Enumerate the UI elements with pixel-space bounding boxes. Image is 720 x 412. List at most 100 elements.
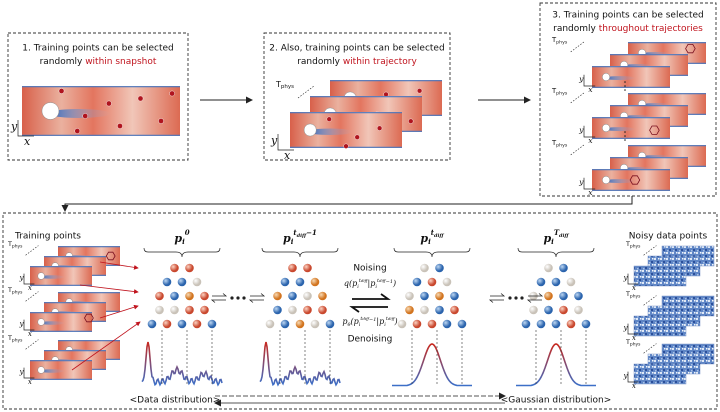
time-label: Tphys	[275, 80, 294, 90]
sample-point	[185, 291, 194, 301]
f: p	[342, 317, 347, 326]
sample-point	[559, 305, 568, 315]
axis-label: x	[284, 149, 291, 162]
sample-point	[280, 319, 290, 329]
sample-point	[435, 263, 444, 273]
sample-point	[442, 319, 452, 329]
state-sup: 0	[185, 228, 190, 237]
sample-point	[303, 305, 312, 315]
axis	[23, 319, 35, 331]
ellipsis-dot	[230, 296, 234, 300]
time-base: T	[625, 240, 630, 248]
training-point	[117, 123, 123, 129]
time-axis	[25, 339, 39, 350]
time-axis	[643, 343, 657, 354]
state-sub: i	[182, 237, 185, 246]
cylinder	[37, 272, 45, 280]
time-axis	[25, 245, 39, 256]
axis-label: y	[10, 120, 18, 133]
panel-title: randomly within snapshot	[40, 57, 157, 67]
cylinder	[303, 123, 317, 137]
f: i	[375, 284, 377, 290]
distribution-curve	[392, 343, 472, 387]
sample-point	[405, 291, 414, 301]
sample-point	[544, 291, 553, 301]
state-base: p	[420, 232, 428, 245]
sample-point	[420, 305, 429, 315]
time-label: Tphys	[551, 87, 568, 96]
wake	[39, 275, 65, 279]
state-base: p	[543, 232, 551, 245]
equilibrium-arrow	[248, 293, 266, 303]
sample-point	[185, 263, 194, 273]
panel-box	[263, 32, 451, 161]
noisy-field	[633, 265, 687, 287]
ellipsis-dot	[514, 296, 518, 300]
sample-point	[566, 319, 576, 329]
sample-point	[295, 277, 305, 287]
time-axis	[570, 92, 585, 104]
sample-point	[581, 319, 591, 329]
axis-label: y	[270, 134, 278, 147]
sample-point	[192, 319, 202, 329]
panel-box	[2, 212, 718, 410]
ellipsis-dot	[242, 296, 246, 300]
axis-label: x	[24, 135, 31, 148]
equilibrium-arrow	[488, 293, 506, 303]
selection-arrow	[99, 261, 139, 270]
panel-box	[7, 32, 189, 161]
axis-label: y	[622, 323, 628, 332]
state-sub: i	[291, 237, 294, 246]
sample-point	[405, 305, 414, 315]
f: t	[359, 278, 362, 284]
f: diff	[388, 316, 396, 321]
equilibrium-arrow	[526, 293, 544, 303]
sample-point	[536, 277, 546, 287]
sample-point	[551, 277, 561, 287]
sample-point	[325, 319, 335, 329]
axis-label: x	[588, 85, 593, 94]
f: −1	[369, 317, 376, 323]
time-sub: phys	[556, 39, 568, 45]
selection-arrow	[79, 284, 139, 294]
axis-label: y	[622, 371, 628, 380]
sample-point	[529, 305, 538, 315]
distribution-label: <Gaussian distribution>	[501, 396, 612, 406]
sample-point	[551, 319, 561, 329]
sample-point	[318, 305, 327, 315]
f: p	[352, 279, 357, 288]
sample-point	[288, 263, 297, 273]
equilibrium-arrow	[349, 293, 391, 313]
sample-point	[412, 319, 422, 329]
ellipsis-dot	[624, 85, 626, 87]
sample-point	[288, 291, 297, 301]
f: )	[392, 279, 396, 288]
wake	[307, 128, 353, 136]
training-point	[74, 128, 81, 134]
sample-point	[295, 319, 305, 329]
sample-point	[303, 263, 312, 273]
flow-snapshot	[30, 312, 94, 332]
time-base: T	[551, 139, 557, 147]
axis	[17, 120, 34, 137]
sample-point	[273, 291, 282, 301]
f: |	[376, 317, 379, 326]
state-sup: t	[431, 228, 435, 237]
time-base: T	[551, 36, 557, 44]
sample-point	[162, 319, 172, 329]
flow-snapshot	[30, 360, 92, 380]
training-point	[417, 88, 423, 94]
sample-point	[450, 291, 459, 301]
axis	[277, 134, 294, 151]
time-base: T	[551, 87, 557, 95]
time-label: Tphys	[7, 286, 23, 295]
training-point	[354, 134, 360, 140]
sample-point	[574, 305, 583, 315]
selection-marker	[105, 251, 116, 261]
ellipsis-dot	[624, 135, 626, 137]
noisy-field	[633, 363, 687, 385]
sample-point	[457, 319, 467, 329]
flow-snapshot	[22, 86, 180, 136]
axis-label: x	[28, 283, 32, 292]
axis-label: y	[622, 273, 628, 282]
